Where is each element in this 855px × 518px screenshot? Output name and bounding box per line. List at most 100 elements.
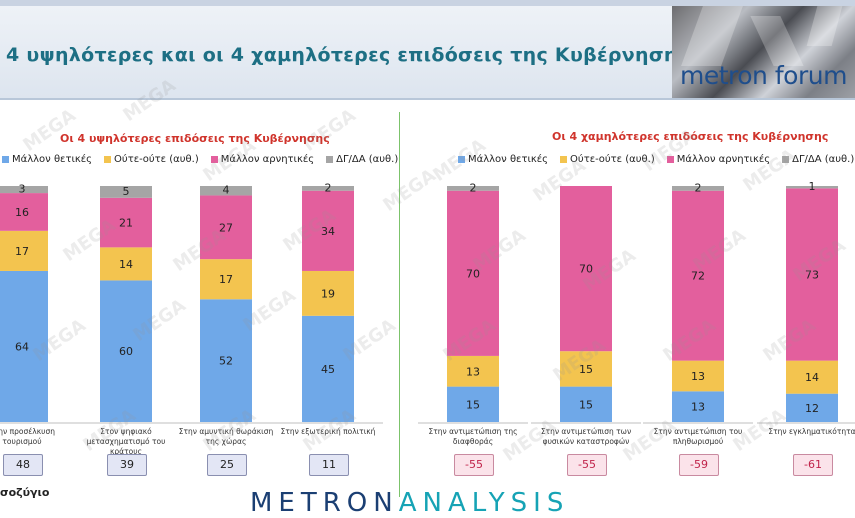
bar-segment: [786, 186, 838, 189]
bar-segment: [560, 386, 612, 422]
page-title: 4 υψηλότερες και οι 4 χαμηλότερες επιδόσ…: [6, 44, 690, 66]
left-legend: Μάλλον θετικές Ούτε-ούτε (αυθ.) Μάλλον α…: [2, 154, 398, 165]
data-label: 14: [119, 258, 133, 271]
bar-segment: [560, 351, 612, 387]
bar-segment: [0, 186, 48, 194]
bar-segment: [302, 190, 354, 271]
data-label: 52: [219, 355, 233, 368]
bar-segment: [200, 299, 252, 422]
data-label: 13: [691, 401, 705, 414]
category-label: μετασχηματισμό του: [87, 437, 166, 446]
legend-label: Μάλλον θετικές: [468, 154, 549, 165]
bar-segment: [200, 259, 252, 300]
data-label: 15: [579, 363, 593, 376]
bar-segment: [100, 247, 152, 281]
data-label: 4: [223, 184, 230, 197]
legend-swatch: [458, 156, 465, 163]
data-label: 12: [805, 402, 819, 415]
bar-segment: [0, 270, 48, 422]
category-label: Στην αμυντική θωράκιση: [179, 427, 274, 436]
data-label: 70: [466, 267, 480, 280]
data-label: 1: [809, 180, 816, 193]
category-label: Στην αντιμετώπιση της: [428, 427, 517, 436]
legend-item-neutral: Ούτε-ούτε (αυθ.): [560, 154, 655, 165]
data-label: 3: [19, 183, 26, 196]
data-label: 2: [470, 181, 477, 194]
category-label: φυσικών καταστροφών: [543, 437, 630, 446]
bar-segment: [302, 270, 354, 316]
right-chart-title: Οι 4 χαμηλότερες επιδόσεις της Κυβέρνηση…: [552, 130, 829, 143]
brand-right: ANALYSIS: [398, 488, 570, 518]
data-label: 73: [805, 269, 819, 282]
data-label: 15: [579, 398, 593, 411]
right-legend: Μάλλον θετικές Ούτε-ούτε (αυθ.) Μάλλον α…: [458, 154, 854, 165]
legend-label: Ούτε-ούτε (αυθ.): [114, 154, 199, 165]
data-label: 72: [691, 270, 705, 283]
data-label: 60: [119, 345, 133, 358]
legend-label: Μάλλον αρνητικές: [676, 154, 771, 165]
brand-wordmark: METRONANALYSIS: [250, 488, 569, 518]
bar-segment: [447, 190, 499, 356]
legend-item-dk: ΔΓ/ΔΑ (αυθ.): [326, 154, 398, 165]
data-label: 70: [579, 263, 593, 276]
legend-swatch: [2, 156, 9, 163]
data-label: 13: [691, 370, 705, 383]
balance-box: -59: [679, 454, 719, 476]
data-label: 19: [321, 287, 335, 300]
data-label: 16: [15, 206, 29, 219]
bar-segment: [786, 360, 838, 394]
category-label: πληθωρισμού: [673, 437, 723, 446]
balance-box: -55: [567, 454, 607, 476]
data-label: 5: [123, 185, 130, 198]
legend-swatch: [326, 156, 334, 163]
legend-swatch: [560, 156, 568, 163]
category-label: Στην εξωτερική πολιτική: [281, 427, 376, 436]
bar-segment: [672, 360, 724, 392]
balance-box: -55: [454, 454, 494, 476]
bar-segment: [302, 186, 354, 191]
bar-segment: [0, 193, 48, 231]
category-label: Στον ψηφιακό: [100, 427, 152, 436]
legend-item-positive: Μάλλον θετικές: [458, 154, 548, 165]
bar-segment: [200, 186, 252, 196]
category-label: Στην προσέλκυση: [0, 427, 55, 436]
data-label: 17: [219, 273, 233, 286]
category-label: διαφθοράς: [453, 437, 493, 446]
bar-segment: [100, 186, 152, 198]
balance-box: -61: [793, 454, 833, 476]
balance-box: 39: [107, 454, 147, 476]
forum-logo: metron forum 2: [672, 6, 855, 98]
bar-segment: [672, 190, 724, 361]
data-label: 2: [325, 181, 332, 194]
legend-label: Ούτε-ούτε (αυθ.): [570, 154, 655, 165]
data-label: 13: [466, 365, 480, 378]
balance-box: 25: [207, 454, 247, 476]
footer-note: σοζύγιο: [0, 486, 50, 499]
panel-divider: [399, 112, 400, 497]
bar-segment: [0, 230, 48, 271]
legend-label: ΔΓ/ΔΑ (αυθ.): [336, 154, 399, 165]
header-divider: [0, 98, 855, 100]
legend-swatch: [782, 156, 790, 163]
bar-segment: [786, 188, 838, 361]
bar-segment: [672, 391, 724, 422]
data-label: 21: [119, 217, 133, 230]
category-label: Στην αντιμετώπιση των: [541, 427, 631, 436]
category-label: τουρισμού: [2, 437, 41, 446]
legend-item-positive: Μάλλον θετικές: [2, 154, 92, 165]
bar-segment: [786, 393, 838, 422]
bar-segment: [672, 186, 724, 191]
data-label: 64: [15, 340, 29, 353]
bar-segment: [100, 280, 152, 422]
bar-segment: [447, 186, 499, 191]
balance-box: 11: [309, 454, 349, 476]
data-label: 14: [805, 371, 819, 384]
bar-segment: [100, 197, 152, 248]
legend-item-negative: Μάλλον αρνητικές: [666, 154, 771, 165]
category-label: Στην εγκληματικότητα: [768, 427, 855, 436]
legend-swatch: [666, 156, 674, 163]
bar-segment: [447, 355, 499, 387]
bar-segment: [447, 386, 499, 422]
brand-left: METRON: [250, 488, 399, 518]
